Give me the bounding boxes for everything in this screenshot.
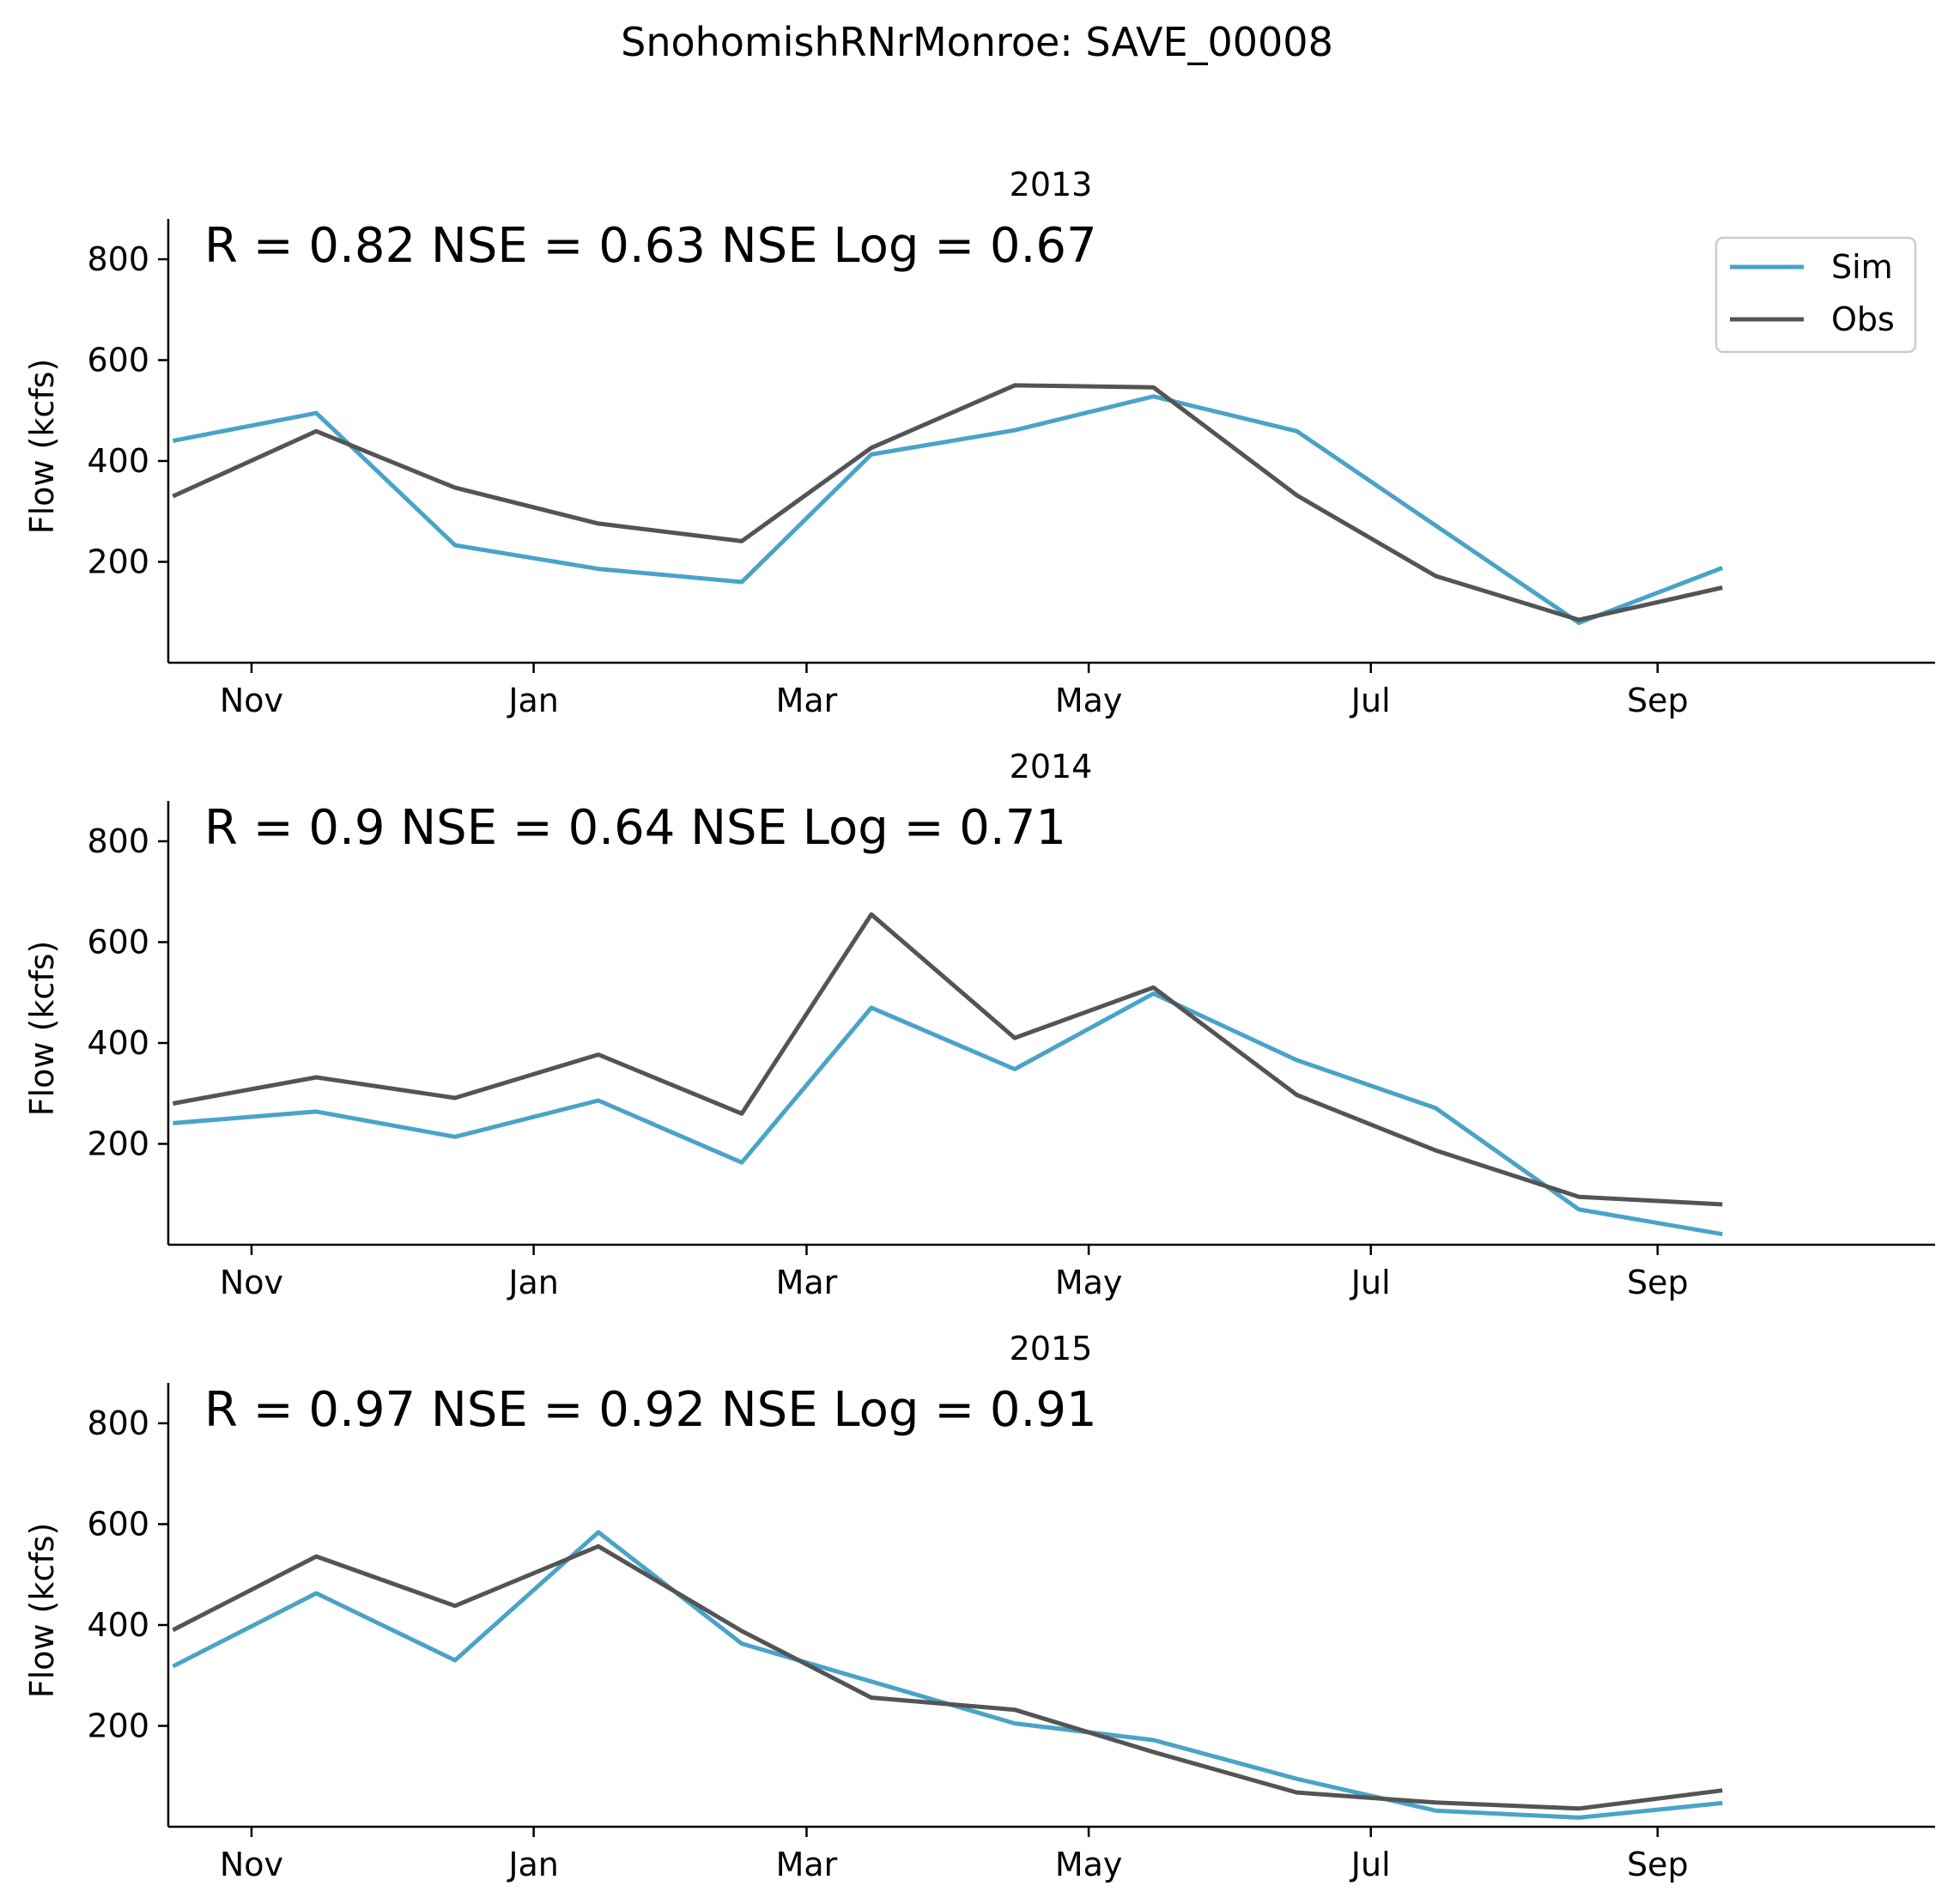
y-tick-label: 200 bbox=[87, 1125, 149, 1163]
x-tick-label: Jan bbox=[507, 1846, 559, 1883]
x-tick-label: Sep bbox=[1627, 1846, 1689, 1883]
panel-title: 2013 bbox=[1010, 166, 1093, 203]
y-ticks: 200 400 600 800 bbox=[87, 240, 168, 581]
series-lines bbox=[172, 912, 1723, 1237]
y-axis-label: Flow (kcfs) bbox=[23, 941, 61, 1117]
x-tick-label: Jul bbox=[1350, 682, 1391, 719]
x-tick-label: Jan bbox=[507, 682, 559, 719]
y-tick-label: 600 bbox=[87, 1506, 149, 1543]
y-ticks: 200 400 600 800 bbox=[87, 822, 168, 1163]
x-tick-label: Jan bbox=[507, 1264, 559, 1301]
legend-sim-label: Sim bbox=[1831, 248, 1893, 286]
x-tick-label: Jul bbox=[1350, 1264, 1391, 1301]
y-tick-label: 600 bbox=[87, 924, 149, 961]
legend: Sim Obs bbox=[1714, 236, 1917, 354]
panel-2014: 2014 R = 0.9 NSE = 0.64 NSE Log = 0.71 F… bbox=[23, 748, 1935, 1301]
panel-title: 2015 bbox=[1010, 1330, 1093, 1367]
y-tick-label: 800 bbox=[87, 1404, 149, 1442]
x-tick-label: Nov bbox=[220, 682, 283, 719]
y-tick-label: 400 bbox=[87, 1024, 149, 1062]
y-tick-label: 200 bbox=[87, 543, 149, 581]
series-line-obs bbox=[172, 1543, 1723, 1811]
series-lines bbox=[172, 383, 1724, 626]
series-line-obs bbox=[172, 383, 1723, 622]
x-tick-label: May bbox=[1055, 1264, 1123, 1301]
y-tick-label: 800 bbox=[87, 822, 149, 860]
stats-text: R = 0.82 NSE = 0.63 NSE Log = 0.67 bbox=[204, 218, 1097, 274]
stats-text: R = 0.9 NSE = 0.64 NSE Log = 0.71 bbox=[204, 800, 1066, 856]
x-ticks: Nov Jan Mar May Jul Sep bbox=[220, 1827, 1689, 1883]
x-tick-label: Sep bbox=[1627, 682, 1689, 719]
y-axis-label: Flow (kcfs) bbox=[23, 359, 61, 535]
panel-title: 2014 bbox=[1010, 748, 1093, 785]
y-ticks: 200 400 600 800 bbox=[87, 1404, 168, 1745]
x-tick-label: Mar bbox=[776, 1264, 838, 1301]
series-line-obs bbox=[172, 912, 1723, 1207]
x-tick-label: Mar bbox=[776, 682, 838, 719]
x-tick-label: May bbox=[1055, 1846, 1123, 1883]
x-tick-label: Jul bbox=[1350, 1846, 1391, 1883]
legend-obs-label: Obs bbox=[1831, 300, 1895, 338]
x-tick-label: Mar bbox=[776, 1846, 838, 1883]
x-tick-label: May bbox=[1055, 682, 1123, 719]
series-line-sim bbox=[172, 1530, 1723, 1820]
series-line-sim bbox=[172, 394, 1724, 626]
y-tick-label: 400 bbox=[87, 1606, 149, 1644]
stats-text: R = 0.97 NSE = 0.92 NSE Log = 0.91 bbox=[204, 1382, 1097, 1438]
y-tick-label: 200 bbox=[87, 1707, 149, 1745]
x-tick-label: Nov bbox=[220, 1264, 283, 1301]
series-line-sim bbox=[173, 991, 1723, 1237]
panel-2015: 2015 R = 0.97 NSE = 0.92 NSE Log = 0.91 … bbox=[23, 1330, 1935, 1883]
x-ticks: Nov Jan Mar May Jul Sep bbox=[220, 1245, 1689, 1301]
figure-title: SnohomishRNrMonroe: SAVE_00008 bbox=[621, 19, 1333, 65]
y-tick-label: 400 bbox=[87, 442, 149, 480]
y-tick-label: 800 bbox=[87, 240, 149, 278]
x-tick-label: Nov bbox=[220, 1846, 283, 1883]
y-tick-label: 600 bbox=[87, 342, 149, 379]
x-tick-label: Sep bbox=[1627, 1264, 1689, 1301]
series-lines bbox=[172, 1530, 1723, 1820]
x-ticks: Nov Jan Mar May Jul Sep bbox=[220, 663, 1689, 719]
panel-2013: 2013 R = 0.82 NSE = 0.63 NSE Log = 0.67 … bbox=[23, 166, 1935, 719]
y-axis-label: Flow (kcfs) bbox=[23, 1523, 61, 1699]
